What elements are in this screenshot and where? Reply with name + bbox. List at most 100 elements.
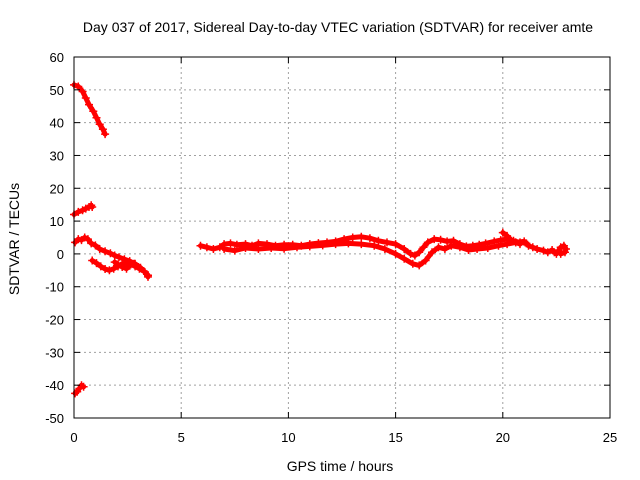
data-point [87, 201, 96, 210]
data-point [293, 243, 301, 252]
y-tick-label: -50 [45, 411, 64, 426]
y-tick-label: 0 [57, 247, 64, 262]
data-point [91, 241, 100, 250]
data-point [115, 253, 123, 262]
data-point [503, 240, 512, 249]
data-point [89, 107, 98, 116]
data-point [344, 239, 353, 248]
data-point [490, 237, 499, 246]
data-point [101, 265, 110, 273]
data-point [130, 259, 138, 268]
y-tick-label: 20 [50, 181, 64, 196]
data-points [70, 80, 570, 398]
data-point [83, 235, 92, 244]
x-tick-label: 20 [496, 430, 510, 445]
data-point [415, 248, 424, 257]
data-point [511, 238, 520, 247]
data-point [507, 236, 516, 245]
data-point [202, 243, 211, 252]
data-point [109, 264, 118, 273]
data-point [78, 87, 87, 96]
data-point [318, 241, 327, 250]
y-tick-label: 30 [50, 148, 64, 163]
axis-ticks: 0 5 10 15 20 25 -50 -40 -30 -20 -10 0 10 20 30 40 50 60 [45, 50, 617, 445]
x-tick-label: 10 [281, 430, 295, 445]
data-point [391, 240, 400, 249]
data-point [125, 261, 134, 270]
data-point [419, 243, 428, 252]
data-point [348, 233, 357, 242]
data-point [106, 249, 115, 258]
y-tick-label: 10 [50, 214, 64, 229]
data-point [415, 261, 424, 270]
x-tick-label: 5 [178, 430, 185, 445]
data-point [92, 113, 101, 122]
data-point [88, 256, 97, 265]
data-point [101, 130, 110, 139]
data-point [226, 239, 235, 248]
data-point [365, 234, 374, 243]
data-point [561, 248, 569, 257]
data-point [464, 246, 473, 254]
data-point [449, 236, 458, 245]
data-point [267, 244, 276, 252]
data-point [455, 243, 464, 252]
data-point [101, 247, 110, 256]
data-point [96, 262, 105, 271]
data-point [357, 240, 366, 249]
y-axis-title: SDTVAR / TECUs [6, 183, 22, 295]
data-point [220, 245, 229, 253]
data-point [95, 120, 104, 129]
data-point [232, 240, 241, 249]
data-point [447, 241, 456, 250]
data-point [434, 243, 443, 252]
data-point [494, 241, 503, 250]
data-point [135, 264, 144, 273]
plot-frame [73, 56, 611, 419]
data-point [539, 246, 548, 255]
grid-lines [74, 57, 610, 418]
data-point [383, 238, 391, 247]
data-point [473, 245, 482, 253]
x-tick-label: 0 [70, 430, 77, 445]
data-point [241, 244, 250, 252]
data-point [280, 244, 289, 253]
data-point [483, 244, 492, 252]
data-point [118, 263, 127, 271]
data-point [408, 259, 417, 268]
data-point [421, 256, 430, 265]
data-point [209, 245, 218, 253]
y-tick-label: 60 [50, 50, 64, 65]
data-point [374, 236, 383, 245]
chart-title: Day 037 of 2017, Sidereal Day-to-day VTE… [83, 19, 593, 35]
data-point [81, 94, 90, 102]
data-point [400, 254, 409, 263]
data-point [533, 245, 542, 253]
y-tick-label: -20 [45, 313, 64, 328]
data-point [92, 259, 101, 268]
data-point [74, 82, 83, 91]
data-point [88, 203, 97, 211]
data-point [230, 246, 239, 255]
data-point [516, 240, 524, 249]
data-point [406, 249, 415, 258]
y-tick-label: -10 [45, 280, 64, 295]
x-tick-label: 25 [603, 430, 617, 445]
data-point [95, 245, 104, 253]
data-point [498, 228, 507, 237]
data-point [114, 260, 122, 269]
data-point [440, 245, 449, 253]
y-tick-label: 40 [50, 116, 64, 131]
data-point [503, 231, 512, 240]
data-point [370, 241, 379, 250]
data-point [79, 382, 88, 391]
data-point [144, 271, 152, 280]
data-point [528, 243, 537, 252]
y-tick-label: -30 [45, 345, 64, 360]
data-point [105, 266, 114, 275]
data-point [400, 245, 409, 253]
y-tick-label: -40 [45, 378, 64, 393]
data-point [98, 125, 107, 134]
x-axis-title: GPS time / hours [287, 458, 394, 474]
